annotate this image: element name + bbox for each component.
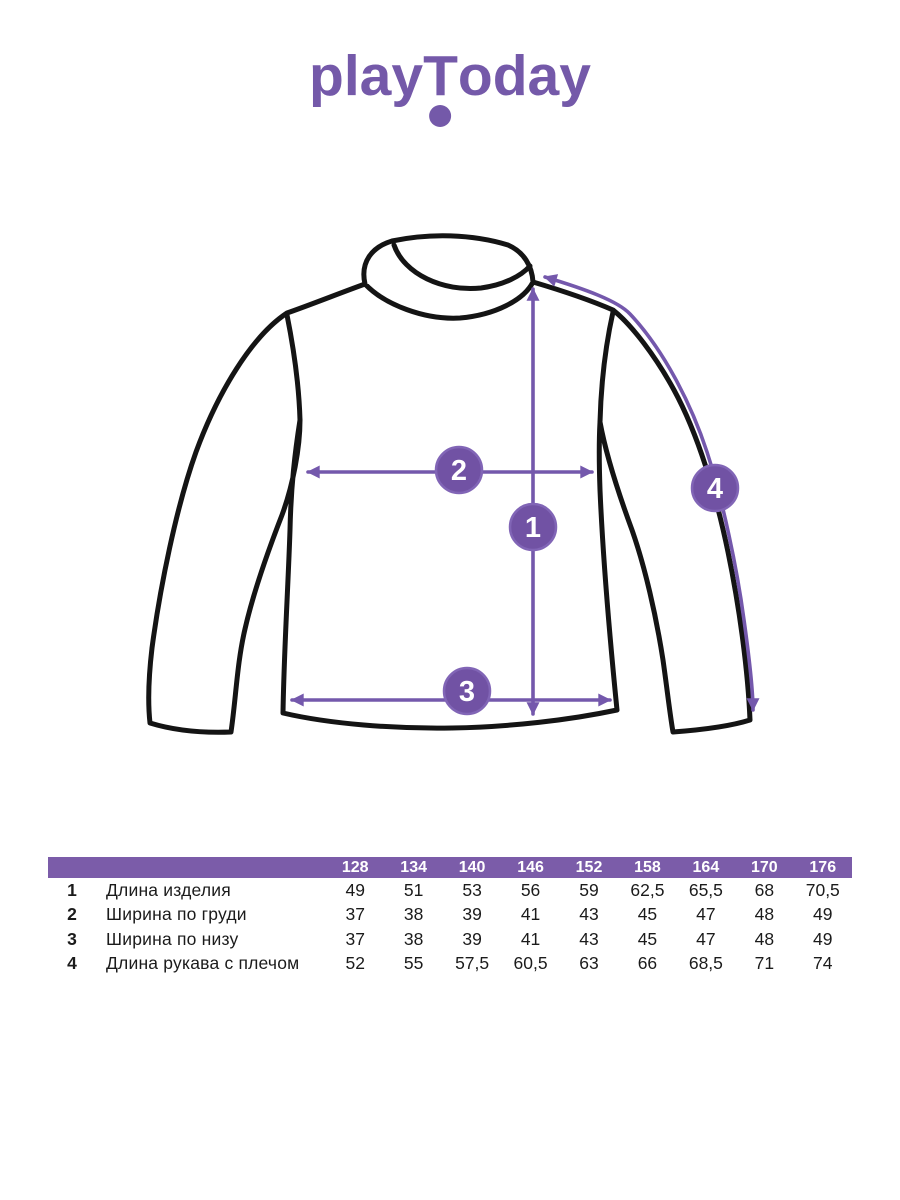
row-4-value-158: 66 bbox=[637, 953, 658, 974]
row-3-number: 3 bbox=[67, 928, 77, 949]
logo-letter-t: T bbox=[423, 48, 458, 127]
measurement-row-4: 4 Длина рукава с плечом 52 55 57,5 60,5 63 66 68… bbox=[48, 952, 852, 977]
row-4-value-152: 63 bbox=[579, 953, 599, 974]
row-4-value-140: 57,5 bbox=[455, 953, 490, 974]
row-1-value-176: 70,5 bbox=[805, 879, 840, 900]
row-3-value-158: 45 bbox=[637, 928, 658, 949]
collar-fold-line bbox=[391, 242, 533, 292]
row-1-value-140: 53 bbox=[462, 879, 482, 900]
row-1-value-128: 49 bbox=[345, 879, 365, 900]
row-2-value-140: 39 bbox=[462, 904, 482, 925]
row-1-value-134: 51 bbox=[403, 879, 424, 900]
row-2-value-176: 49 bbox=[813, 904, 833, 925]
row-3-value-134: 38 bbox=[403, 928, 424, 949]
size-column-header-164: 164 bbox=[692, 859, 720, 876]
collar-outline bbox=[361, 233, 536, 287]
measurement-arrow-4-sleeve bbox=[543, 274, 760, 712]
logo-text-pre: play bbox=[309, 44, 424, 108]
row-3-label: Ширина по низу bbox=[106, 928, 239, 949]
logo-dot-icon bbox=[428, 105, 451, 127]
size-table-body: 1 Длина изделия 49 51 53 56 59 62,5 65,5 68 70,5 2 Ш… bbox=[48, 878, 852, 976]
row-1-value-146: 56 bbox=[520, 879, 541, 900]
row-2-number: 2 bbox=[67, 904, 77, 925]
size-table-header: 128 134 140 146 152 158 164 170 176 bbox=[48, 857, 852, 878]
row-3-value-176: 49 bbox=[813, 928, 833, 949]
size-column-header-158: 158 bbox=[634, 859, 661, 876]
measurement-marker-2: 2 bbox=[434, 445, 484, 495]
size-column-header-140: 140 bbox=[458, 859, 486, 876]
row-2-value-164: 47 bbox=[696, 904, 716, 925]
logo-text-post: oday bbox=[457, 44, 591, 108]
marker-2-circle bbox=[434, 445, 484, 495]
row-2-value-146: 41 bbox=[520, 904, 541, 925]
row-2-value-158: 45 bbox=[637, 904, 658, 925]
left-armhole-seam bbox=[284, 312, 303, 423]
marker-2-number: 2 bbox=[451, 455, 467, 487]
row-2-label: Ширина по груди bbox=[106, 904, 247, 925]
measurement-row-2: 2 Ширина по груди 37 38 39 41 43 45 47 48 49 bbox=[48, 903, 852, 928]
size-column-header-134: 134 bbox=[400, 859, 427, 876]
row-4-value-128: 52 bbox=[345, 953, 365, 974]
marker-4-circle bbox=[690, 463, 740, 513]
size-column-header-170: 170 bbox=[750, 859, 778, 876]
row-4-number: 4 bbox=[67, 953, 77, 974]
marker-3-circle bbox=[442, 666, 492, 716]
measurement-marker-3: 3 bbox=[442, 666, 492, 716]
marker-1-circle bbox=[508, 502, 558, 552]
row-3-value-146: 41 bbox=[520, 928, 541, 949]
row-3-value-140: 39 bbox=[462, 928, 482, 949]
row-1-label: Длина изделия bbox=[106, 879, 231, 900]
size-column-header-128: 128 bbox=[341, 859, 369, 876]
row-4-value-176: 74 bbox=[813, 953, 833, 974]
marker-3-number: 3 bbox=[459, 676, 475, 708]
size-column-header-152: 152 bbox=[575, 859, 603, 876]
row-1-value-170: 68 bbox=[754, 879, 775, 900]
size-column-header-176: 176 bbox=[809, 859, 837, 876]
marker-1-number: 1 bbox=[525, 512, 541, 544]
row-1-value-164: 65,5 bbox=[688, 879, 723, 900]
row-4-label: Длина рукава с плечом bbox=[106, 953, 300, 974]
measurement-marker-1: 1 bbox=[508, 502, 558, 552]
row-3-value-152: 43 bbox=[579, 928, 599, 949]
row-4-value-146: 60,5 bbox=[513, 953, 548, 974]
size-column-header-146: 146 bbox=[517, 859, 544, 876]
row-1-value-152: 59 bbox=[579, 879, 599, 900]
row-2-value-128: 37 bbox=[345, 904, 365, 925]
marker-4-number: 4 bbox=[707, 473, 723, 505]
measurement-row-1: 1 Длина изделия 49 51 53 56 59 62,5 65,5 68 70,5 bbox=[48, 878, 852, 903]
row-2-value-134: 38 bbox=[403, 904, 424, 925]
row-2-value-170: 48 bbox=[754, 904, 775, 925]
row-3-value-164: 47 bbox=[696, 928, 716, 949]
row-1-value-158: 62,5 bbox=[630, 879, 665, 900]
row-3-value-170: 48 bbox=[754, 928, 775, 949]
measurement-marker-4: 4 bbox=[690, 463, 740, 513]
row-4-value-170: 71 bbox=[754, 953, 775, 974]
row-2-value-152: 43 bbox=[579, 904, 599, 925]
row-4-value-164: 68,5 bbox=[688, 953, 723, 974]
row-4-value-134: 55 bbox=[403, 953, 424, 974]
brand-logo: playT oday bbox=[0, 48, 900, 127]
row-1-number: 1 bbox=[67, 879, 77, 900]
size-table: 128 134 140 146 152 158 164 170 176 1 Длина издел… bbox=[48, 857, 852, 976]
row-3-value-128: 37 bbox=[345, 928, 365, 949]
measurement-row-3: 3 Ширина по низу 37 38 39 41 43 45 47 48 49 bbox=[48, 927, 852, 952]
